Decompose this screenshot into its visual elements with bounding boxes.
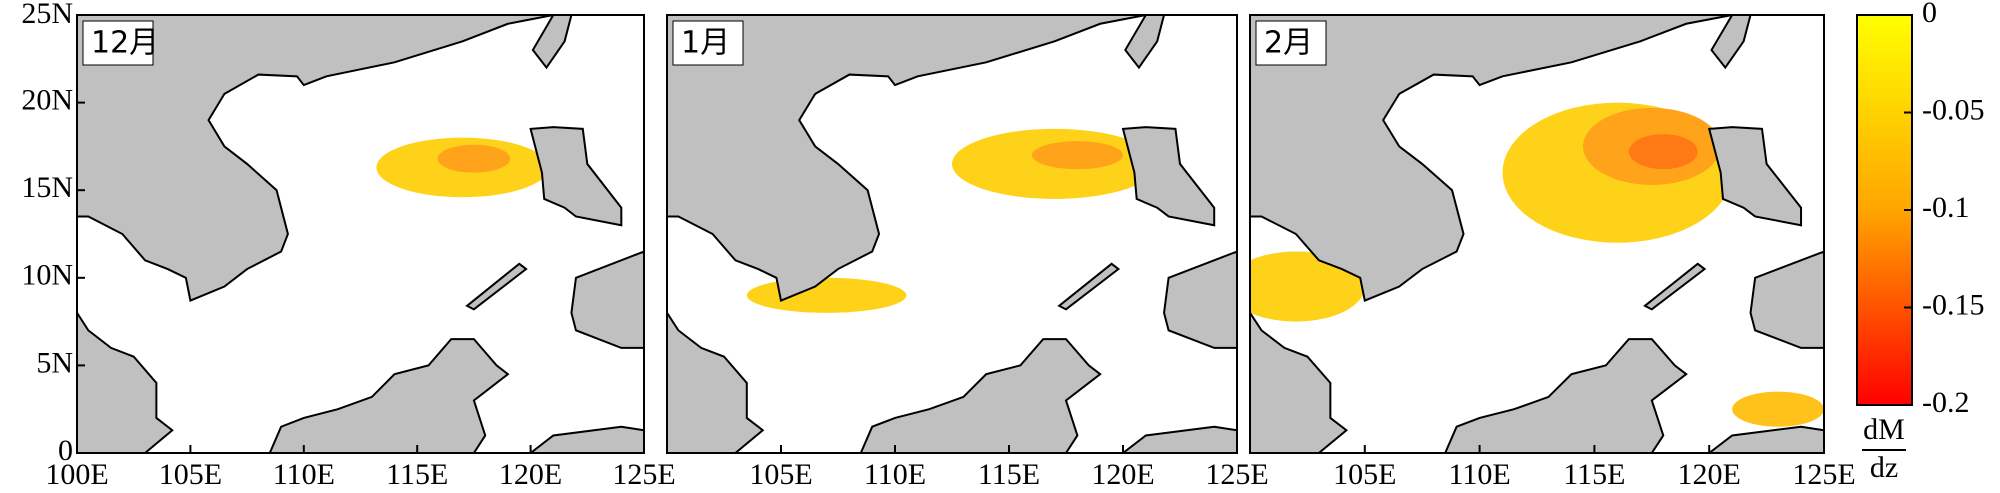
x-tick-label: 120E xyxy=(499,458,562,491)
land xyxy=(667,15,1146,302)
map-panel: 2月 105E 110E 115E 120E 125E xyxy=(1249,14,1856,491)
map-content xyxy=(1250,15,1824,453)
x-tick-label: 120E xyxy=(1091,458,1154,491)
land xyxy=(1250,311,1349,453)
land xyxy=(1710,15,1752,70)
land xyxy=(77,15,554,302)
colorbar xyxy=(1856,14,1913,406)
anomaly-area xyxy=(746,277,907,313)
y-tick-label: 5N xyxy=(36,346,73,379)
map-panel: 12月 100E 105E 110E 115E 120E 125E 0 5N 10N 15N 20N 2… xyxy=(21,0,675,491)
colorbar-tick-label: -0.05 xyxy=(1922,93,1985,126)
land xyxy=(1250,15,1733,302)
land xyxy=(1163,250,1237,349)
x-tick-label: 110E xyxy=(1448,458,1510,491)
land xyxy=(667,311,765,453)
anomaly-area xyxy=(437,144,511,173)
land xyxy=(1444,338,1688,453)
land xyxy=(570,250,644,349)
colorbar-tick-label: -0.15 xyxy=(1922,288,1985,321)
panel-label: 12月 xyxy=(91,26,159,61)
land xyxy=(528,425,644,453)
anomaly-area xyxy=(1732,391,1824,427)
panel-label: 1月 xyxy=(681,26,730,61)
land xyxy=(77,310,174,453)
x-tick-label: 105E xyxy=(1333,458,1396,491)
panel-frame xyxy=(666,14,1238,454)
land xyxy=(531,15,573,70)
panel-frame xyxy=(1249,14,1825,454)
panel-label-box xyxy=(672,20,744,66)
x-tick-label: 110E xyxy=(273,458,335,491)
land xyxy=(1057,262,1121,311)
x-tick-label: 110E xyxy=(864,458,926,491)
anomaly-area xyxy=(1031,141,1123,170)
land xyxy=(465,262,528,311)
panel-label-box xyxy=(1255,20,1327,66)
x-tick-label: 105E xyxy=(159,458,222,491)
x-tick-label: 125E xyxy=(1792,458,1855,491)
anomaly-area xyxy=(1628,134,1698,170)
x-tick-label: 100E xyxy=(45,458,108,491)
x-tick-label: 115E xyxy=(978,458,1040,491)
x-tick-label: 125E xyxy=(612,458,675,491)
colorbar-tick-label: -0.2 xyxy=(1922,386,1970,419)
panel-label-box xyxy=(82,20,154,66)
y-tick-label: 25N xyxy=(21,0,73,30)
colorbar-label: dM xyxy=(1863,413,1905,446)
x-tick-label: 105E xyxy=(749,458,812,491)
map-content xyxy=(77,15,644,453)
land xyxy=(268,338,510,453)
y-tick-label: 0 xyxy=(58,434,73,467)
colorbar-tick-label: 0 xyxy=(1922,0,1937,29)
colorbar-label: dz xyxy=(1870,451,1898,484)
land xyxy=(1643,262,1707,311)
x-tick-label: 120E xyxy=(1678,458,1741,491)
map-panel: 1月 105E 110E 115E 120E 125E xyxy=(666,14,1269,491)
panel-frame xyxy=(76,14,645,454)
land xyxy=(1707,425,1824,453)
land xyxy=(1707,126,1803,227)
panel-label: 2月 xyxy=(1264,26,1313,61)
land xyxy=(1121,425,1237,453)
x-tick-label: 115E xyxy=(386,458,448,491)
anomaly-area xyxy=(1250,251,1365,322)
y-tick-label: 15N xyxy=(21,171,73,204)
y-tick-label: 20N xyxy=(21,83,73,116)
x-tick-label: 115E xyxy=(1563,458,1625,491)
x-tick-label: 125E xyxy=(1205,458,1268,491)
land xyxy=(859,338,1102,453)
land xyxy=(1121,126,1216,227)
land xyxy=(1124,15,1166,70)
y-tick-label: 10N xyxy=(21,259,73,292)
colorbar-tick-label: -0.1 xyxy=(1922,191,1970,224)
map-content xyxy=(667,15,1237,453)
land xyxy=(1749,250,1824,349)
land xyxy=(529,126,623,227)
